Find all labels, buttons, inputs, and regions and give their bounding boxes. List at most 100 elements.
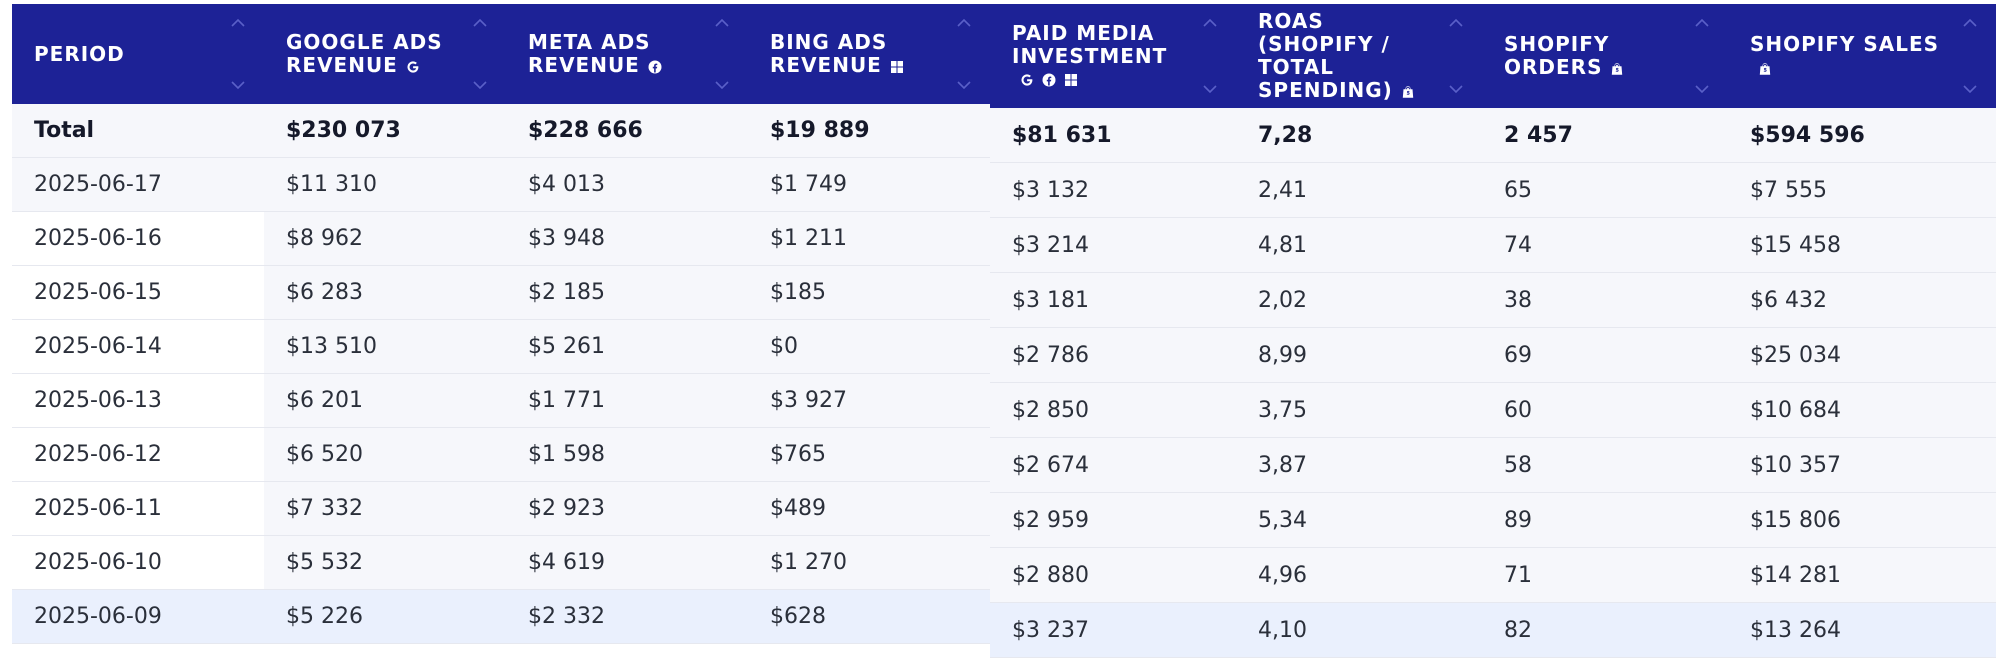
table-cell: $3 181 bbox=[1012, 287, 1089, 313]
table-cell: $765 bbox=[770, 442, 826, 467]
table-cell: $7 555 bbox=[1750, 177, 1827, 203]
table-cell: $3 927 bbox=[770, 388, 847, 413]
table-cell: $3 948 bbox=[528, 226, 605, 251]
table-cell: 7,28 bbox=[1258, 122, 1313, 148]
table-cell: $5 261 bbox=[528, 334, 605, 359]
table-row[interactable]: 2025-06-14 $13 510 $5 261 $0 bbox=[12, 320, 990, 374]
column-header-paid-media-investment[interactable]: Paid Media Investment bbox=[990, 4, 1236, 108]
table-row[interactable]: $2 880 4,96 71 $14 281 bbox=[990, 548, 1996, 603]
table-cell: $6 201 bbox=[286, 388, 363, 413]
table-row[interactable]: 2025-06-12 $6 520 $1 598 $765 bbox=[12, 428, 990, 482]
column-header-label: Paid Media Investment bbox=[1012, 21, 1200, 91]
column-header-meta-ads-revenue[interactable]: Meta Ads Revenue bbox=[506, 4, 748, 104]
column-header-roas[interactable]: ROAS (Shopify / Total Spending) bbox=[1236, 4, 1482, 108]
table-cell: 5,34 bbox=[1258, 507, 1307, 533]
table-cell: $6 520 bbox=[286, 442, 363, 467]
table-cell: $3 237 bbox=[990, 603, 1236, 657]
google-icon bbox=[1020, 73, 1034, 87]
table-row[interactable]: 2025-06-09 $5 226 $2 332 $628 bbox=[12, 590, 990, 644]
table-row[interactable]: $2 786 8,99 69 $25 034 bbox=[990, 328, 1996, 383]
sort-arrows-icon[interactable] bbox=[1202, 18, 1218, 94]
table-cell: $228 666 bbox=[528, 118, 643, 143]
table-cell: $13 510 bbox=[286, 334, 377, 359]
table-cell: 4,96 bbox=[1258, 562, 1307, 588]
column-header-label: Bing Ads Revenue bbox=[770, 31, 954, 77]
column-header-label: Meta Ads Revenue bbox=[528, 31, 712, 77]
table-cell: $2 880 bbox=[1012, 562, 1089, 588]
table-cell: $2 959 bbox=[1012, 507, 1089, 533]
table-cell: $15 806 bbox=[1750, 507, 1841, 533]
column-header-shopify-orders[interactable]: Shopify Orders bbox=[1482, 4, 1728, 108]
sort-arrows-icon[interactable] bbox=[1962, 18, 1978, 94]
revenue-table-header: Period Google Ads Revenue Meta Ads Reven… bbox=[12, 0, 990, 104]
column-header-period[interactable]: Period bbox=[12, 4, 264, 104]
sort-arrows-icon[interactable] bbox=[1448, 18, 1464, 94]
column-header-bing-ads-revenue[interactable]: Bing Ads Revenue bbox=[748, 4, 990, 104]
table-row[interactable]: $2 850 3,75 60 $10 684 bbox=[990, 383, 1996, 438]
table-cell: $2 923 bbox=[528, 496, 605, 521]
windows-icon bbox=[1064, 73, 1078, 87]
table-cell: $7 332 bbox=[286, 496, 363, 521]
sales-table-header: Paid Media Investment ROAS (Shopify / To… bbox=[990, 0, 1996, 108]
table-cell: $10 684 bbox=[1750, 397, 1841, 423]
table-cell: 4,81 bbox=[1258, 232, 1307, 258]
table-cell: $594 596 bbox=[1750, 122, 1865, 148]
table-cell: $0 bbox=[770, 334, 798, 359]
sort-arrows-icon[interactable] bbox=[714, 18, 730, 90]
table-cell: 2025-06-11 bbox=[12, 482, 264, 535]
table-row[interactable]: 2025-06-13 $6 201 $1 771 $3 927 bbox=[12, 374, 990, 428]
table-cell: 2025-06-16 bbox=[12, 212, 264, 265]
table-cell: 2 457 bbox=[1504, 122, 1573, 148]
table-cell: 2025-06-13 bbox=[12, 374, 264, 427]
table-cell: $230 073 bbox=[286, 118, 401, 143]
table-cell: $1 598 bbox=[528, 442, 605, 467]
table-row[interactable]: $2 959 5,34 89 $15 806 bbox=[990, 493, 1996, 548]
sort-arrows-icon[interactable] bbox=[956, 18, 972, 90]
table-row[interactable]: 2025-06-17 $11 310 $4 013 $1 749 bbox=[12, 158, 990, 212]
column-header-google-ads-revenue[interactable]: Google Ads Revenue bbox=[264, 4, 506, 104]
table-cell: $2 786 bbox=[1012, 342, 1089, 368]
table-cell: $4 619 bbox=[528, 550, 605, 575]
table-cell: 65 bbox=[1504, 177, 1532, 203]
table-row[interactable]: 2025-06-10 $5 532 $4 619 $1 270 bbox=[12, 536, 990, 590]
table-cell: $25 034 bbox=[1750, 342, 1841, 368]
sort-arrows-icon[interactable] bbox=[230, 18, 246, 90]
table-cell: $13 264 bbox=[1728, 603, 1996, 657]
table-cell: 2025-06-14 bbox=[12, 320, 264, 373]
table-cell: 38 bbox=[1504, 287, 1532, 313]
table-cell: $81 631 bbox=[1012, 122, 1112, 148]
total-row[interactable]: Total $230 073 $228 666 $19 889 bbox=[12, 104, 990, 158]
shopify-icon bbox=[1401, 85, 1415, 99]
total-row[interactable]: $81 631 7,28 2 457 $594 596 bbox=[990, 108, 1996, 163]
table-cell: 82 bbox=[1482, 603, 1728, 657]
table-cell: $628 bbox=[748, 590, 990, 643]
table-row[interactable]: $3 237 4,10 82 $13 264 bbox=[990, 603, 1996, 658]
table-cell: 89 bbox=[1504, 507, 1532, 533]
table-cell: $6 432 bbox=[1750, 287, 1827, 313]
table-cell: $1 270 bbox=[770, 550, 847, 575]
table-cell: 60 bbox=[1504, 397, 1532, 423]
table-row[interactable]: $3 214 4,81 74 $15 458 bbox=[990, 218, 1996, 273]
sort-arrows-icon[interactable] bbox=[472, 18, 488, 90]
table-row[interactable]: $3 132 2,41 65 $7 555 bbox=[990, 163, 1996, 218]
facebook-icon bbox=[648, 60, 662, 74]
google-icon bbox=[406, 60, 420, 74]
table-row[interactable]: $3 181 2,02 38 $6 432 bbox=[990, 273, 1996, 328]
sales-table-body: $81 631 7,28 2 457 $594 596 $3 132 2,41 65 $7 5… bbox=[990, 108, 1996, 658]
table-row[interactable]: 2025-06-15 $6 283 $2 185 $185 bbox=[12, 266, 990, 320]
table-cell: $14 281 bbox=[1750, 562, 1841, 588]
table-cell: 2025-06-15 bbox=[12, 266, 264, 319]
revenue-table: Period Google Ads Revenue Meta Ads Reven… bbox=[12, 0, 990, 644]
table-row[interactable]: 2025-06-11 $7 332 $2 923 $489 bbox=[12, 482, 990, 536]
table-cell: $1 749 bbox=[770, 172, 847, 197]
table-cell: 8,99 bbox=[1258, 342, 1307, 368]
table-cell: $2 185 bbox=[528, 280, 605, 305]
table-row[interactable]: $2 674 3,87 58 $10 357 bbox=[990, 438, 1996, 493]
table-row[interactable]: 2025-06-16 $8 962 $3 948 $1 211 bbox=[12, 212, 990, 266]
column-header-shopify-sales[interactable]: Shopify Sales bbox=[1728, 4, 1996, 108]
table-cell: Total bbox=[34, 118, 95, 143]
sort-arrows-icon[interactable] bbox=[1694, 18, 1710, 94]
table-cell: 74 bbox=[1504, 232, 1532, 258]
table-cell: $5 532 bbox=[286, 550, 363, 575]
table-cell: 2,41 bbox=[1258, 177, 1307, 203]
